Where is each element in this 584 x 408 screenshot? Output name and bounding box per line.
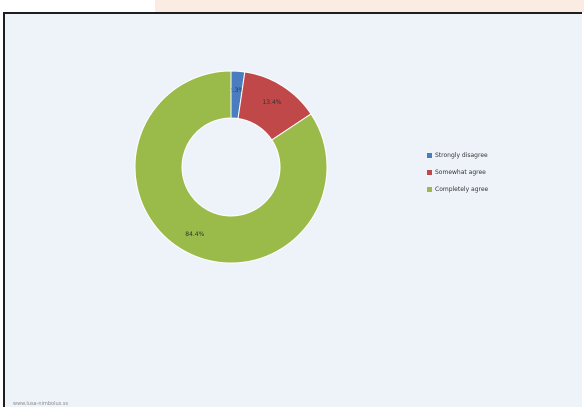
legend-label: Strongly disagree	[435, 152, 488, 159]
chart-legend: Strongly disagree Somewhat agree Completel…	[427, 147, 488, 198]
legend-swatch	[427, 153, 432, 158]
legend-swatch	[427, 187, 432, 192]
legend-item-0: Strongly disagree	[427, 147, 488, 164]
legend-item-1: Somewhat agree	[427, 164, 488, 181]
legend-item-2: Completely agree	[427, 181, 488, 198]
legend-swatch	[427, 170, 432, 175]
data-label-2: 84.4%	[185, 231, 204, 238]
footer-watermark: www.lusa-nimbolus.ss	[13, 401, 68, 407]
legend-label: Somewhat agree	[435, 169, 486, 176]
data-label-1: 13.4%	[262, 99, 281, 106]
legend-label: Completely agree	[435, 186, 488, 193]
